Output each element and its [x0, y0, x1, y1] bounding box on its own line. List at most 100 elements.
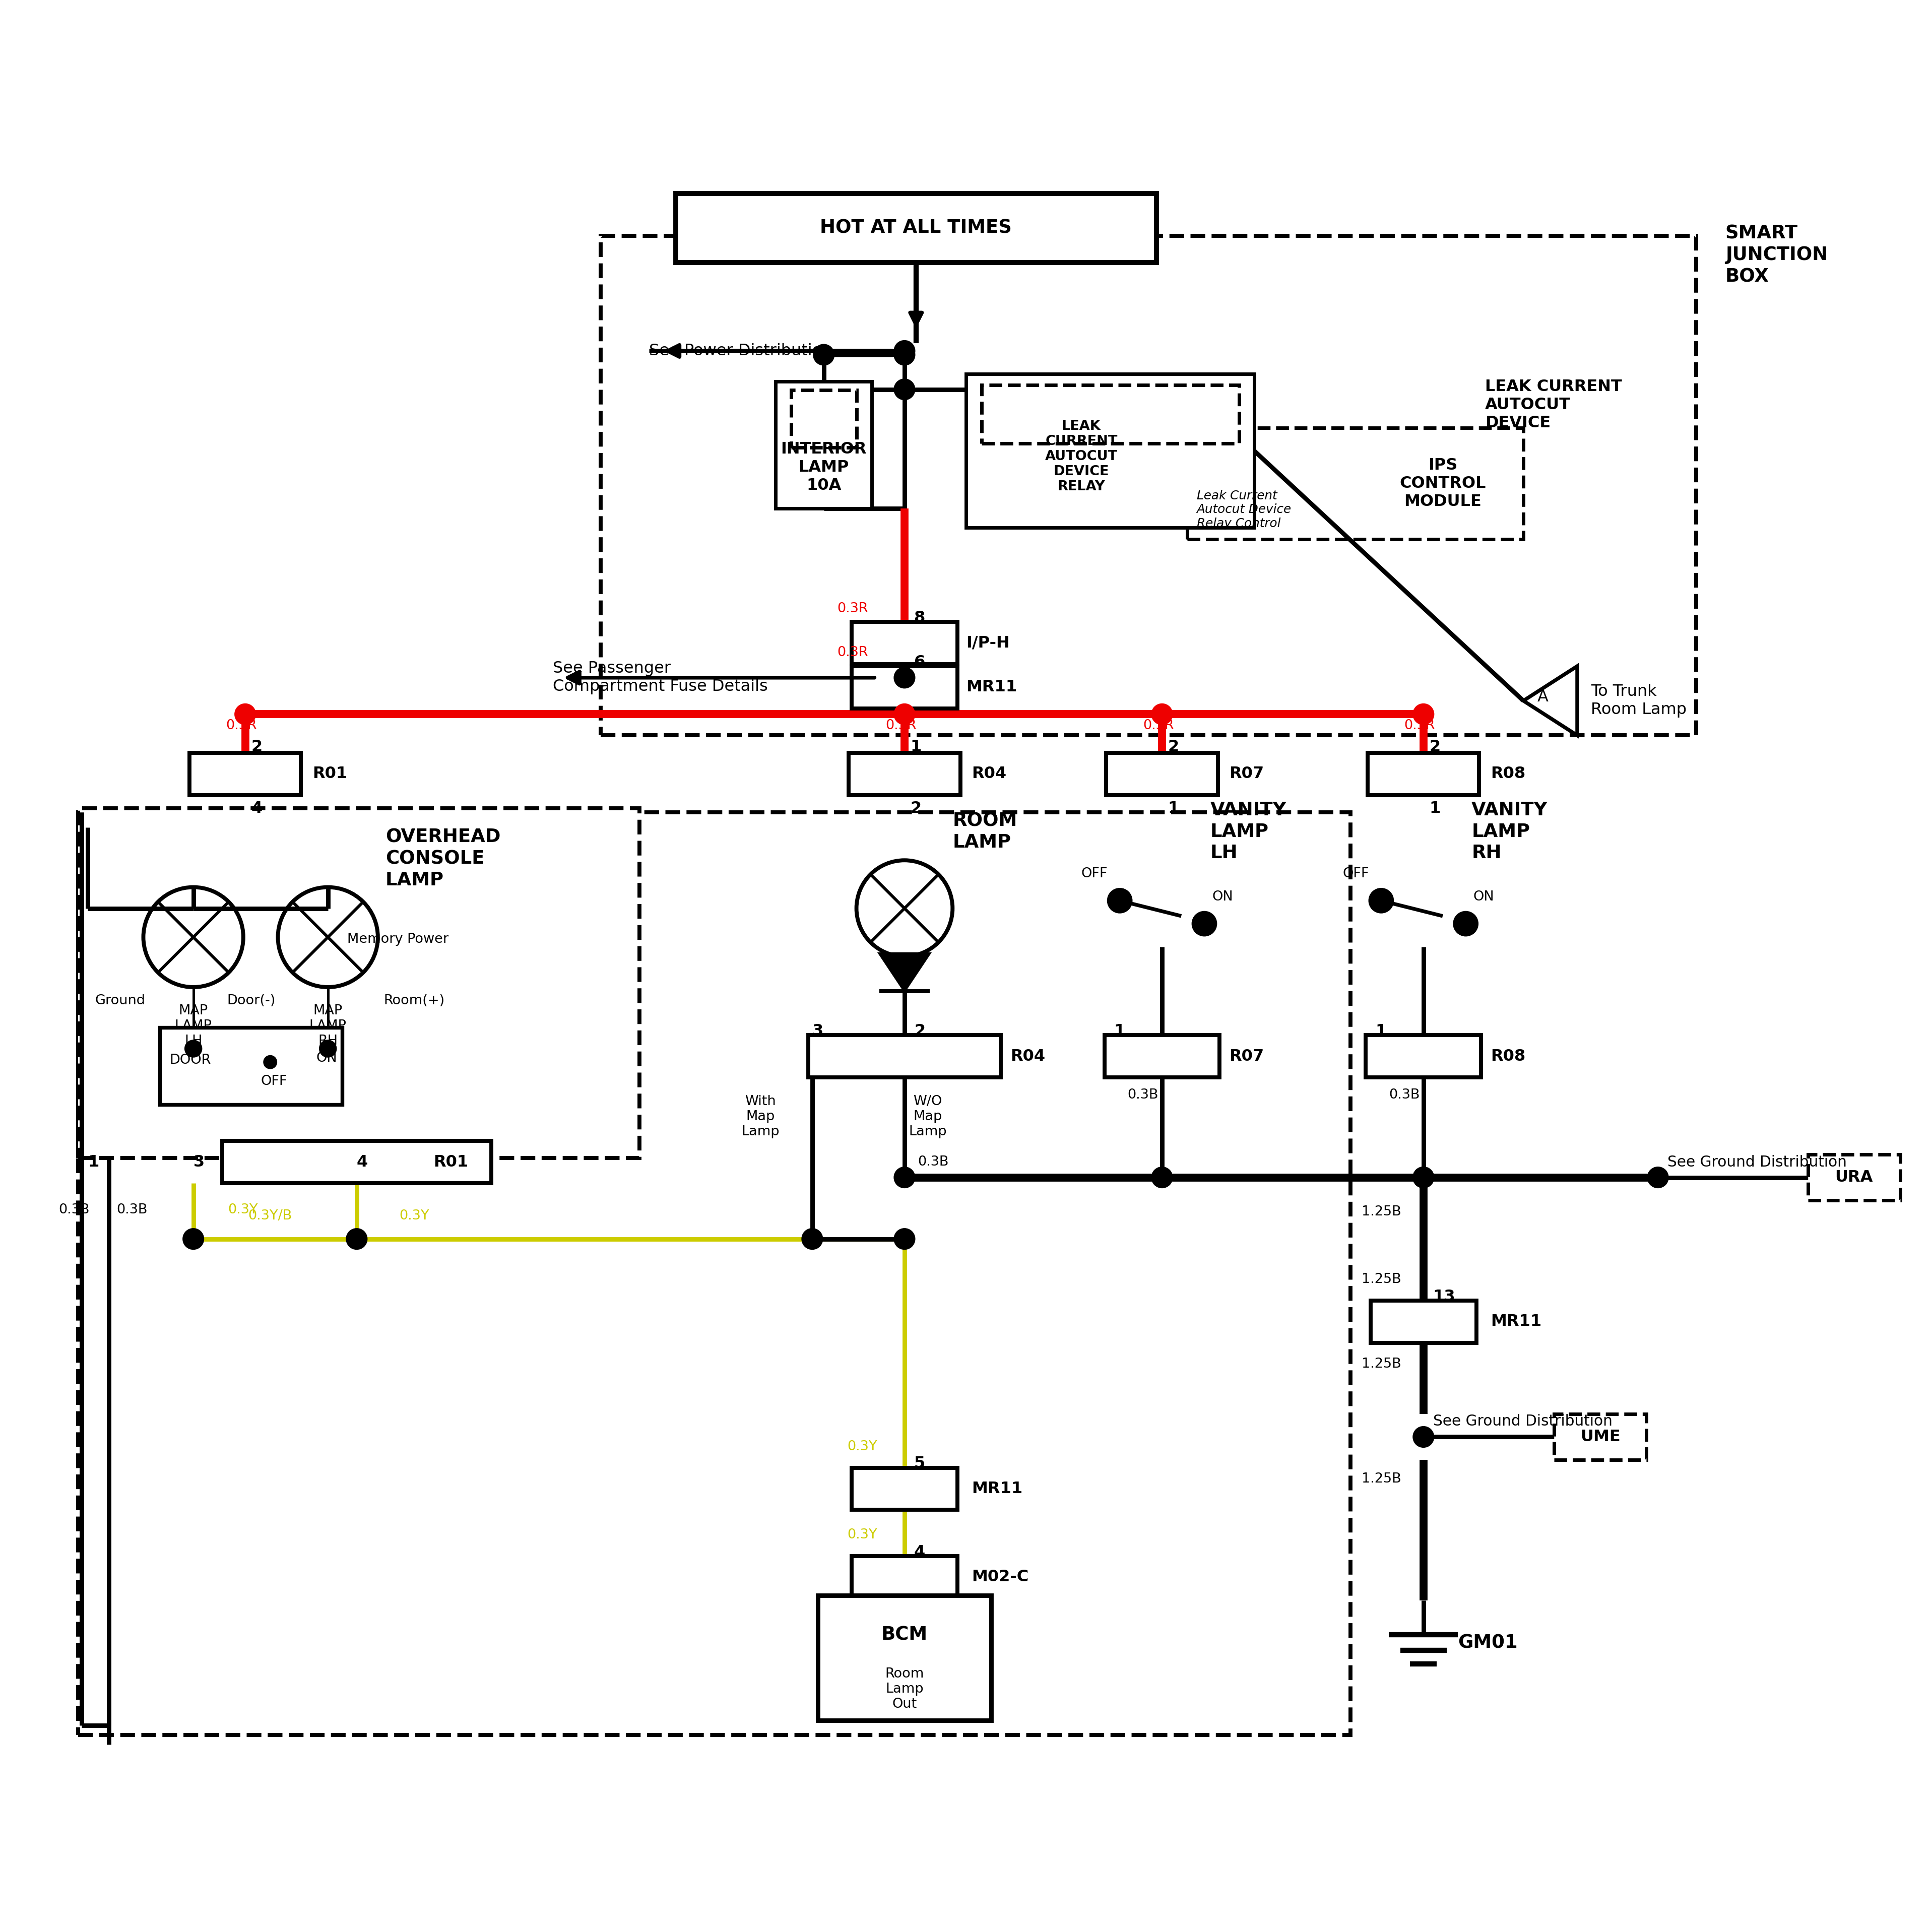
- Text: R04: R04: [972, 765, 1007, 782]
- Text: ON: ON: [1474, 891, 1493, 904]
- Text: Leak Current
Autocut Device
Relay Control: Leak Current Autocut Device Relay Contro…: [1196, 489, 1291, 529]
- Text: 0.3R: 0.3R: [837, 645, 867, 659]
- Bar: [1107, 753, 1217, 794]
- Bar: [1186, 427, 1524, 539]
- Text: ON: ON: [317, 1051, 338, 1065]
- Text: See Ground Distribution: See Ground Distribution: [1434, 1414, 1613, 1430]
- Text: MR11: MR11: [966, 680, 1016, 696]
- Text: 1.25B: 1.25B: [1362, 1273, 1401, 1287]
- Text: 4: 4: [251, 800, 263, 817]
- Text: 0.3Y: 0.3Y: [400, 1209, 429, 1223]
- Text: 1.25B: 1.25B: [1362, 1472, 1401, 1486]
- Text: 2: 2: [914, 1024, 925, 1039]
- Text: GM01: GM01: [1459, 1633, 1519, 1652]
- Text: See Passenger
Compartment Fuse Details: See Passenger Compartment Fuse Details: [553, 661, 767, 694]
- Circle shape: [1455, 912, 1478, 935]
- Text: 4: 4: [357, 1153, 367, 1171]
- Text: IPS
CONTROL
MODULE: IPS CONTROL MODULE: [1399, 458, 1486, 510]
- Bar: [852, 1468, 958, 1511]
- Circle shape: [1370, 889, 1393, 912]
- Text: 0.3R: 0.3R: [1405, 719, 1435, 732]
- Text: ROOM
LAMP: ROOM LAMP: [952, 811, 1016, 852]
- Bar: [777, 383, 871, 508]
- Bar: [1553, 1414, 1646, 1461]
- Text: OFF: OFF: [1343, 867, 1370, 881]
- Circle shape: [1414, 1167, 1434, 1186]
- Text: 1: 1: [1115, 1024, 1124, 1039]
- Text: 0.3Y/B: 0.3Y/B: [247, 1209, 292, 1223]
- Text: OVERHEAD
CONSOLE
LAMP: OVERHEAD CONSOLE LAMP: [386, 827, 500, 889]
- Text: 1.25B: 1.25B: [1362, 1206, 1401, 1219]
- Text: To Trunk
Room Lamp: To Trunk Room Lamp: [1590, 684, 1687, 717]
- Circle shape: [184, 1229, 203, 1248]
- Text: 0.3R: 0.3R: [226, 719, 257, 732]
- Circle shape: [1109, 889, 1132, 912]
- Text: R08: R08: [1492, 765, 1526, 782]
- Text: 2: 2: [251, 740, 263, 755]
- Text: 1: 1: [87, 1153, 99, 1171]
- Text: R01: R01: [313, 765, 348, 782]
- Text: 0.3B: 0.3B: [918, 1155, 949, 1169]
- Text: 0.3B: 0.3B: [1128, 1088, 1159, 1101]
- Text: 13: 13: [1434, 1289, 1455, 1304]
- Circle shape: [348, 1229, 367, 1248]
- Circle shape: [813, 346, 833, 365]
- Bar: [1370, 1300, 1476, 1343]
- Bar: [848, 753, 960, 794]
- Text: With
Map
Lamp: With Map Lamp: [742, 1095, 779, 1138]
- Circle shape: [895, 1229, 914, 1248]
- Text: DOOR: DOOR: [170, 1053, 211, 1066]
- Text: MAP
LAMP
LH: MAP LAMP LH: [174, 1005, 213, 1047]
- Text: URA: URA: [1835, 1169, 1872, 1184]
- Circle shape: [236, 705, 255, 724]
- Text: INTERIOR
LAMP
10A: INTERIOR LAMP 10A: [781, 442, 867, 493]
- Bar: [77, 808, 639, 1157]
- Text: HOT AT ALL TIMES: HOT AT ALL TIMES: [819, 218, 1012, 238]
- Bar: [790, 390, 856, 448]
- Text: UME: UME: [1580, 1430, 1621, 1445]
- Text: 3: 3: [811, 1024, 823, 1039]
- Circle shape: [895, 668, 914, 688]
- Text: 0.3B: 0.3B: [58, 1204, 89, 1217]
- Circle shape: [802, 1229, 821, 1248]
- Bar: [676, 193, 1155, 263]
- Text: Door(-): Door(-): [226, 995, 274, 1007]
- Text: Memory Power: Memory Power: [348, 933, 448, 945]
- Text: VANITY
LAMP
LH: VANITY LAMP LH: [1209, 800, 1287, 862]
- Text: SMART
JUNCTION
BOX: SMART JUNCTION BOX: [1725, 224, 1828, 286]
- Text: I/P-H: I/P-H: [966, 636, 1010, 651]
- Text: MAP
LAMP
RH: MAP LAMP RH: [309, 1005, 346, 1047]
- Text: 0.3Y: 0.3Y: [848, 1528, 877, 1542]
- Bar: [189, 753, 301, 794]
- Bar: [966, 375, 1254, 527]
- Text: 1: 1: [910, 740, 922, 755]
- Text: LEAK
CURRENT
AUTOCUT
DEVICE
RELAY: LEAK CURRENT AUTOCUT DEVICE RELAY: [1045, 419, 1117, 493]
- Bar: [852, 667, 958, 709]
- Text: See Power Distribution: See Power Distribution: [649, 344, 833, 359]
- Text: 0.3R: 0.3R: [837, 603, 867, 614]
- Text: Ground: Ground: [95, 995, 145, 1007]
- Text: 8: 8: [914, 611, 925, 626]
- Text: 5: 5: [914, 1457, 925, 1472]
- Text: 6: 6: [914, 655, 925, 670]
- Text: 2: 2: [1167, 740, 1179, 755]
- Text: W/O
Map
Lamp: W/O Map Lamp: [908, 1095, 947, 1138]
- Circle shape: [321, 1041, 336, 1057]
- Circle shape: [1192, 912, 1215, 935]
- Text: 1: 1: [1167, 800, 1179, 817]
- Text: 4: 4: [914, 1544, 925, 1559]
- Bar: [601, 236, 1696, 736]
- Polygon shape: [879, 954, 929, 991]
- Bar: [1105, 1036, 1219, 1078]
- Polygon shape: [1524, 667, 1577, 736]
- Bar: [1366, 1036, 1482, 1078]
- Circle shape: [1414, 705, 1434, 724]
- Text: Room
Lamp
Out: Room Lamp Out: [885, 1667, 923, 1712]
- Text: OFF: OFF: [261, 1074, 288, 1088]
- Circle shape: [1414, 1428, 1434, 1447]
- Circle shape: [185, 1041, 201, 1057]
- Bar: [817, 1596, 991, 1719]
- Text: 0.3B: 0.3B: [116, 1204, 147, 1217]
- Circle shape: [1153, 705, 1171, 724]
- Text: R04: R04: [1010, 1049, 1045, 1065]
